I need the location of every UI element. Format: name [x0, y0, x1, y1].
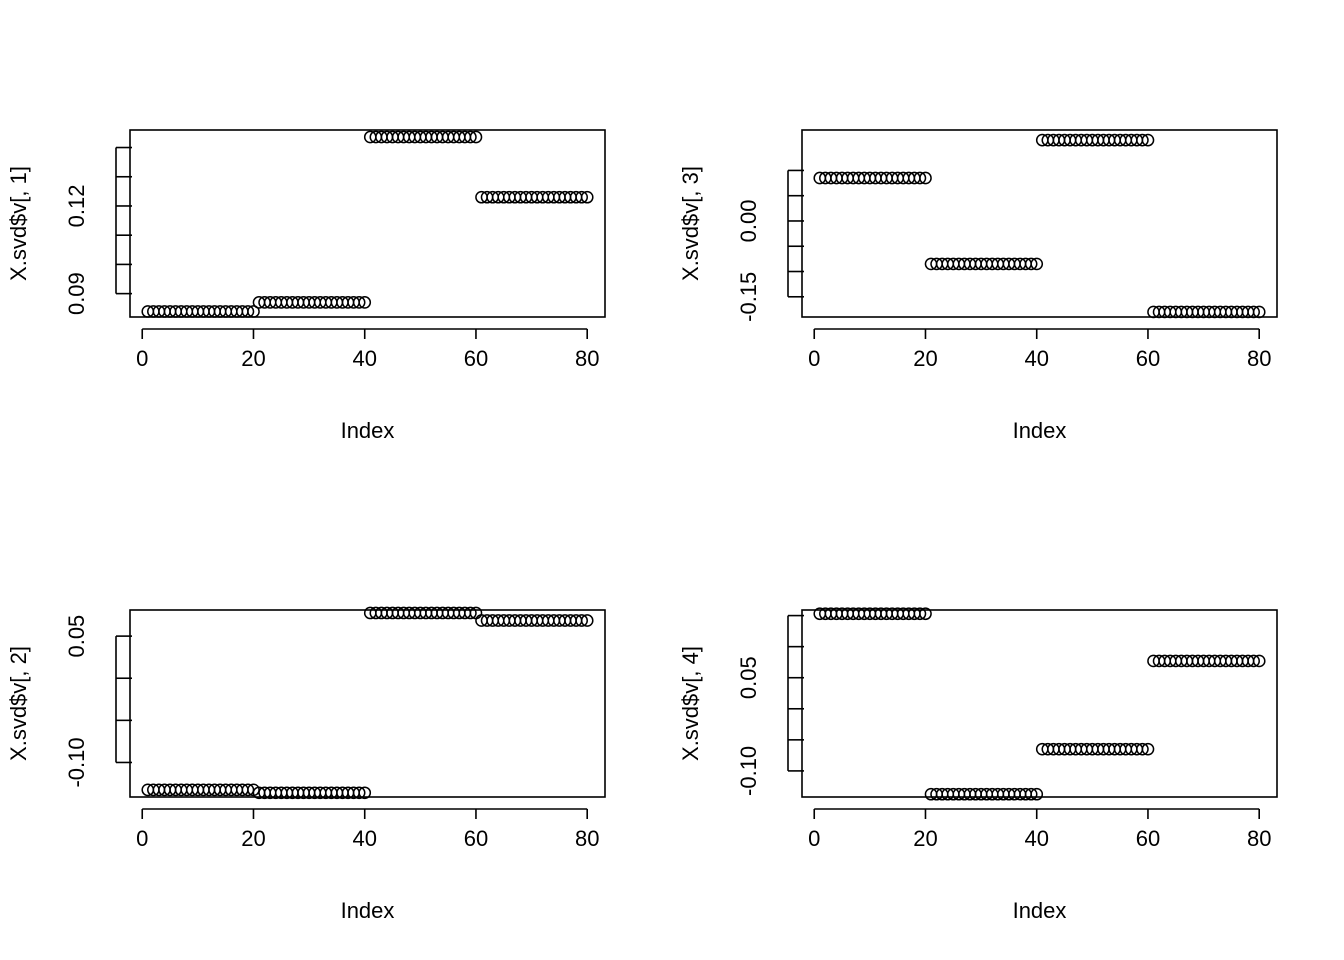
x-tick-label: 0	[136, 826, 148, 851]
x-axis-title: Index	[1013, 418, 1067, 443]
data-point	[575, 190, 588, 204]
y-axis-title: X.svd$v[, 2]	[6, 646, 31, 761]
data-point	[1141, 742, 1155, 756]
plot-frame	[129, 129, 606, 318]
y-tick-label: -0.10	[64, 737, 89, 787]
x-tick-label: 20	[241, 346, 265, 371]
data-point	[913, 171, 927, 185]
plot-frame	[129, 609, 606, 798]
y-tick-label: -0.10	[736, 746, 761, 796]
y-tick-label: 0.05	[736, 656, 761, 699]
data-point	[1136, 133, 1149, 147]
data-point	[352, 296, 366, 309]
data-point	[919, 607, 932, 621]
data-point	[1024, 787, 1038, 801]
data-point	[1247, 654, 1260, 668]
data-point	[1136, 742, 1149, 756]
chart-panel-1: 0 20 40 60 80 0.09 0.12 Index X.svd$v[, 1]	[6, 129, 606, 443]
data-point	[352, 786, 366, 800]
y-tick-label: -0.15	[736, 272, 761, 322]
y-tick-label: 0.00	[736, 200, 761, 243]
data-point	[575, 614, 588, 627]
data-point	[358, 786, 372, 800]
data-point	[469, 130, 483, 144]
x-tick-label: 80	[575, 346, 599, 371]
data-point	[580, 190, 594, 204]
chart-panel-3: 0 20 40 60 80 -0.10 0.05 Index X.svd$v[, 2]	[6, 606, 606, 923]
x-tick-label: 80	[575, 826, 599, 851]
y-tick-label: 0.09	[64, 272, 89, 315]
x-tick-label: 20	[913, 346, 937, 371]
data-point	[1247, 305, 1260, 319]
data-point	[1030, 257, 1044, 271]
plot-frame	[801, 609, 1278, 798]
x-tick-label: 0	[136, 346, 148, 371]
data-point	[1030, 787, 1044, 801]
x-tick-label: 40	[352, 346, 376, 371]
x-tick-label: 60	[464, 346, 488, 371]
chart-panel-2: 0 20 40 60 80 -0.15 0.00 Index X.svd$v[, 3]	[678, 129, 1278, 443]
x-tick-label: 0	[808, 346, 820, 371]
data-point	[1024, 257, 1038, 271]
x-axis-title: Index	[341, 898, 395, 923]
x-tick-label: 60	[464, 826, 488, 851]
data-point	[464, 130, 477, 144]
x-tick-label: 60	[1136, 826, 1160, 851]
y-axis-title: X.svd$v[, 4]	[678, 646, 703, 761]
x-tick-label: 0	[808, 826, 820, 851]
x-tick-label: 80	[1247, 826, 1271, 851]
data-point	[1252, 654, 1266, 668]
y-axis-title: X.svd$v[, 1]	[6, 166, 31, 281]
y-tick-label: 0.05	[64, 615, 89, 658]
x-axis-title: Index	[341, 418, 395, 443]
x-axis-title: Index	[1013, 898, 1067, 923]
x-tick-label: 40	[1024, 346, 1048, 371]
data-point	[241, 305, 255, 318]
data-point	[247, 305, 260, 318]
data-point	[464, 606, 477, 620]
y-axis-title: X.svd$v[, 3]	[678, 166, 703, 281]
x-tick-label: 80	[1247, 346, 1271, 371]
data-point	[1141, 133, 1155, 147]
data-point	[580, 614, 594, 627]
y-tick-label: 0.12	[64, 185, 89, 228]
x-tick-label: 40	[352, 826, 376, 851]
x-tick-label: 40	[1024, 826, 1048, 851]
data-point	[1252, 305, 1266, 319]
plot-frame	[801, 129, 1278, 318]
chart-panel-4: 0 20 40 60 80 -0.10 0.05 Index X.svd$v[, 4]	[678, 607, 1278, 923]
data-point	[919, 171, 932, 185]
x-tick-label: 60	[1136, 346, 1160, 371]
data-point	[913, 607, 927, 621]
x-tick-label: 20	[241, 826, 265, 851]
data-point	[358, 296, 372, 309]
x-tick-label: 20	[913, 826, 937, 851]
